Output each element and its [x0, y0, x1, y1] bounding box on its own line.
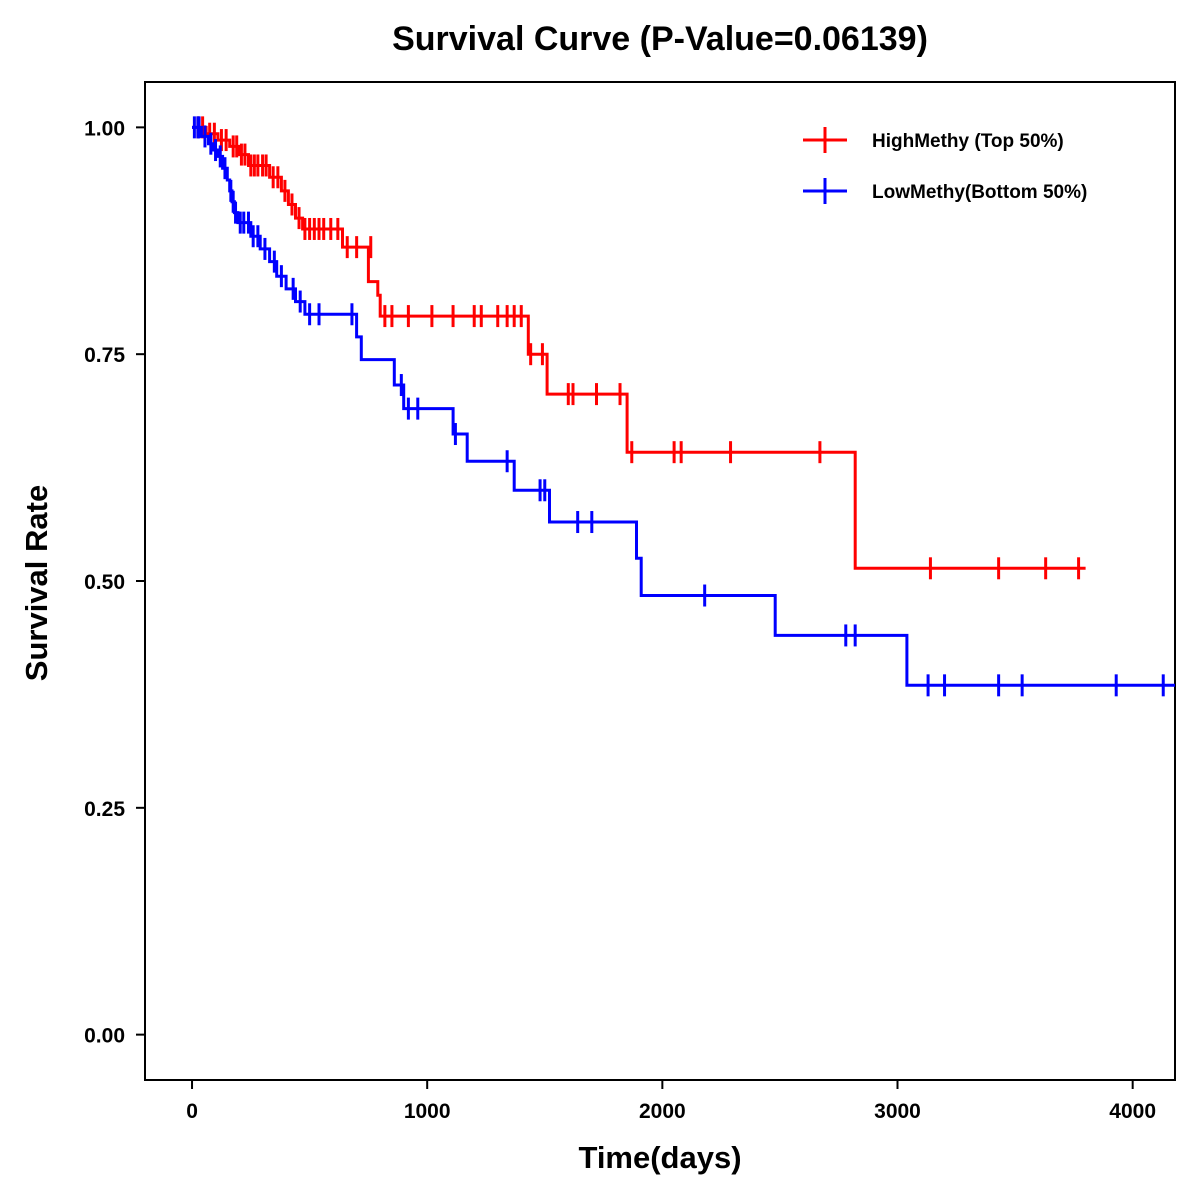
x-tick-label: 3000 — [874, 1100, 921, 1123]
x-tick-label: 1000 — [404, 1100, 451, 1123]
y-axis: 0.00 0.25 0.50 0.75 1.00 — [84, 117, 145, 1048]
series-layer — [192, 116, 1175, 697]
x-axis: 0 1000 2000 3000 4000 — [186, 1080, 1156, 1123]
survival-step-line — [192, 125, 1175, 687]
chart-title: Survival Curve (P-Value=0.06139) — [392, 20, 928, 58]
x-tick-label: 0 — [186, 1100, 198, 1123]
y-axis-label: Survival Rate — [19, 485, 54, 681]
legend-item: HighMethy (Top 50%) — [803, 127, 1064, 153]
y-tick-label: 0.00 — [84, 1025, 125, 1048]
series-low-methy — [192, 116, 1175, 697]
y-tick-label: 0.75 — [84, 344, 125, 367]
y-tick-label: 0.50 — [84, 571, 125, 594]
x-tick-label: 2000 — [639, 1100, 686, 1123]
y-tick-label: 1.00 — [84, 117, 125, 140]
x-tick-label: 4000 — [1109, 1100, 1156, 1123]
legend: HighMethy (Top 50%) LowMethy(Bottom 50%) — [803, 127, 1087, 204]
legend-label: LowMethy(Bottom 50%) — [872, 182, 1087, 203]
y-tick-label: 0.25 — [84, 798, 125, 821]
plot-frame — [144, 81, 1176, 1081]
legend-item: LowMethy(Bottom 50%) — [803, 178, 1087, 204]
x-axis-label: Time(days) — [578, 1140, 741, 1175]
legend-label: HighMethy (Top 50%) — [872, 131, 1064, 152]
